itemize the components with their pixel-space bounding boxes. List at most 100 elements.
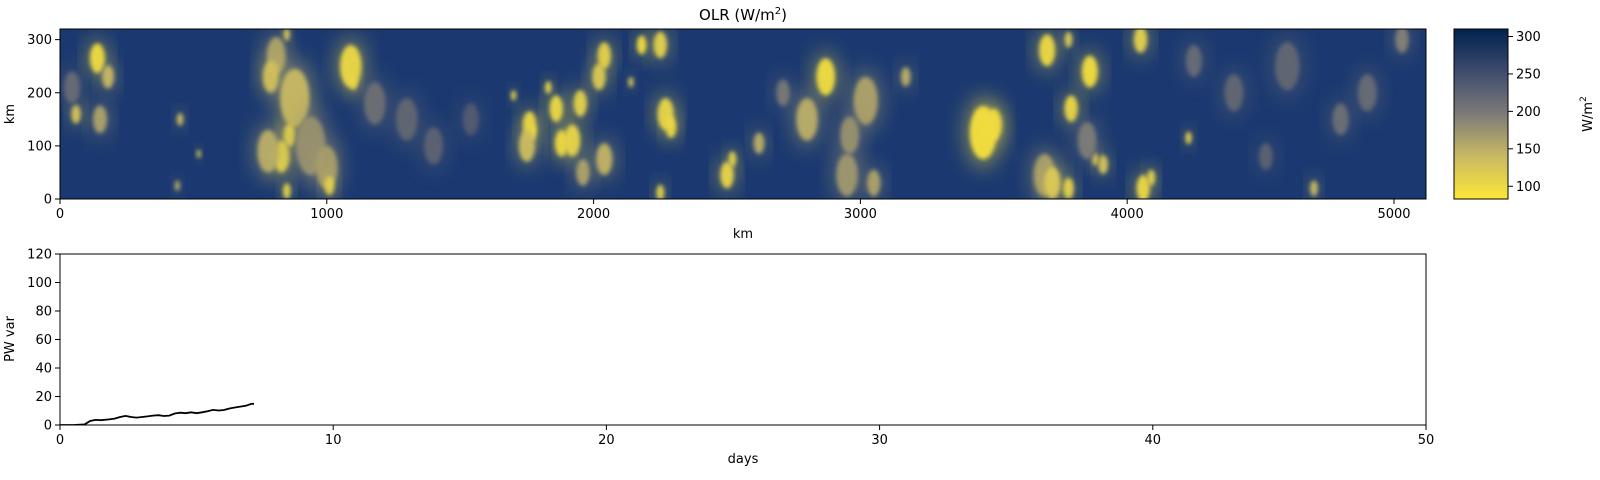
colorbar-tick-label: 250 <box>1516 67 1541 82</box>
heatmap-cell <box>176 112 184 126</box>
heatmap-cell <box>518 129 535 162</box>
colorbar-tick-label: 150 <box>1516 142 1541 157</box>
heatmap-x-axis-label: km <box>733 227 753 242</box>
line-y-tick-label: 100 <box>27 276 52 291</box>
heatmap-frame <box>59 28 1427 200</box>
heatmap-cell <box>796 98 818 141</box>
line-x-tick-label: 30 <box>871 433 888 448</box>
heatmap-x-tick-label: 1000 <box>310 207 343 222</box>
line-y-tick-label: 120 <box>27 248 52 263</box>
heatmap-cell <box>262 60 279 93</box>
heatmap-cell <box>174 180 181 192</box>
heatmap-cell <box>753 132 765 154</box>
heatmap-cell <box>1332 103 1349 136</box>
line-x-tick-label: 10 <box>325 433 342 448</box>
heatmap-cell <box>1039 34 1056 67</box>
line-plot-area <box>59 253 1427 426</box>
heatmap-cell <box>653 31 667 59</box>
heatmap-y-tick-label: 300 <box>27 33 52 48</box>
heatmap-cell <box>1395 29 1409 53</box>
heatmap-cell <box>1224 74 1244 112</box>
heatmap-cell <box>1147 169 1156 186</box>
olr-heatmap-panel: OLR (W/m2) 0 1000 2000 3000 4000 5000 0 100 200… <box>3 6 1427 242</box>
heatmap-cell <box>867 169 881 197</box>
heatmap-cell <box>573 90 587 117</box>
line-y-tick-label: 0 <box>44 419 52 434</box>
heatmap-cell <box>364 82 386 125</box>
colorbar-tick-label: 300 <box>1516 30 1541 45</box>
heatmap-cell <box>324 176 335 196</box>
heatmap-cell <box>816 58 836 96</box>
line-x-tick-label: 20 <box>598 433 615 448</box>
line-x-tick-label: 0 <box>56 433 64 448</box>
heatmap-cell <box>257 129 279 173</box>
heatmap-y-tick-label: 100 <box>27 139 52 154</box>
heatmap-cell <box>93 105 107 134</box>
heatmap-cell <box>1044 167 1061 199</box>
line-y-axis-label: PW var <box>3 315 18 361</box>
line-x-tick-label: 50 <box>1418 433 1435 448</box>
heatmap-cell <box>564 124 581 157</box>
heatmap-cell <box>853 76 878 125</box>
heatmap-cell <box>1063 177 1074 199</box>
heatmap-x-tick-label: 0 <box>56 207 64 222</box>
colorbar-gradient <box>1453 28 1509 200</box>
heatmap-cell <box>1185 131 1192 145</box>
heatmap-cell <box>1098 154 1108 175</box>
pw-var-panel: 0 10 20 30 40 50 0 20 40 60 80 100 120 days PW var <box>3 248 1434 468</box>
colorbar-tick-label: 100 <box>1516 180 1541 195</box>
heatmap-y-axis: 0 100 200 300 <box>27 33 60 208</box>
heatmap-y-tick-label: 200 <box>27 86 52 101</box>
heatmap-cell <box>576 159 590 186</box>
heatmap-cell <box>510 90 517 101</box>
line-y-tick-label: 20 <box>35 390 52 405</box>
colorbar-tick-label: 200 <box>1516 105 1541 120</box>
heatmap-cell <box>102 65 114 89</box>
heatmap-y-axis-label: km <box>3 104 18 124</box>
line-x-axis: 0 10 20 30 40 50 <box>56 425 1434 448</box>
heatmap-x-tick-label: 5000 <box>1377 207 1410 222</box>
heatmap-cell <box>424 127 443 165</box>
pw-var-series-line <box>60 402 255 425</box>
heatmap-cell <box>776 79 790 107</box>
heatmap-cell <box>349 74 358 91</box>
heatmap-cell <box>985 108 1002 141</box>
line-y-axis: 0 20 40 60 80 100 120 <box>27 248 60 434</box>
heatmap-cell <box>71 104 81 124</box>
heatmap-cell <box>665 116 677 138</box>
heatmap-cell <box>283 29 290 41</box>
heatmap-cell <box>282 183 291 199</box>
heatmap-cell <box>545 81 552 94</box>
heatmap-cell <box>597 42 611 69</box>
heatmap-cell <box>900 67 911 87</box>
heatmap-cell <box>636 35 647 55</box>
heatmap-cell <box>462 103 479 136</box>
heatmap-cell <box>396 98 418 141</box>
heatmap-cell <box>836 153 858 197</box>
colorbar: 100 150 200 250 300 W/m2 <box>1453 28 1596 200</box>
colorbar-ticks: 100 150 200 250 300 <box>1508 30 1541 195</box>
heatmap-cell <box>1185 44 1202 77</box>
heatmap-cell <box>89 43 105 74</box>
heatmap-x-tick-label: 2000 <box>577 207 610 222</box>
heatmap-cells <box>61 29 1411 199</box>
line-y-tick-label: 40 <box>35 362 52 377</box>
heatmap-cell <box>1077 121 1097 160</box>
heatmap-cell <box>1309 180 1318 197</box>
heatmap-cell <box>628 76 634 88</box>
heatmap-cell <box>656 184 665 199</box>
heatmap-cell <box>549 95 563 122</box>
heatmap-cell <box>1357 74 1377 112</box>
line-x-tick-label: 40 <box>1145 433 1162 448</box>
heatmap-cell <box>1064 31 1073 48</box>
heatmap-cell <box>1081 55 1098 88</box>
heatmap-title: OLR (W/m2) <box>699 6 787 24</box>
heatmap-x-tick-label: 4000 <box>1111 207 1144 222</box>
heatmap-cell <box>64 71 81 104</box>
heatmap-cell <box>1133 29 1148 53</box>
heatmap-cell <box>196 149 201 159</box>
colorbar-label: W/m2 <box>1579 96 1596 132</box>
line-x-axis-label: days <box>728 452 759 467</box>
heatmap-cell <box>728 151 737 168</box>
